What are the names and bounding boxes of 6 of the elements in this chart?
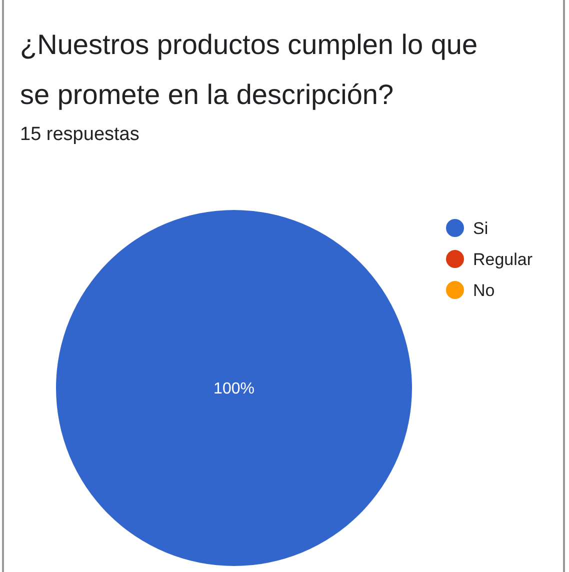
legend-label: No: [473, 280, 495, 300]
chart-subtitle: 15 respuestas: [20, 124, 140, 146]
chart-title: ¿Nuestros productos cumplen lo que se promete en la descripción?: [20, 28, 479, 112]
data-label: 100%: [214, 380, 254, 398]
legend-label: Regular: [473, 250, 533, 269]
legend-label: Si: [473, 218, 488, 238]
